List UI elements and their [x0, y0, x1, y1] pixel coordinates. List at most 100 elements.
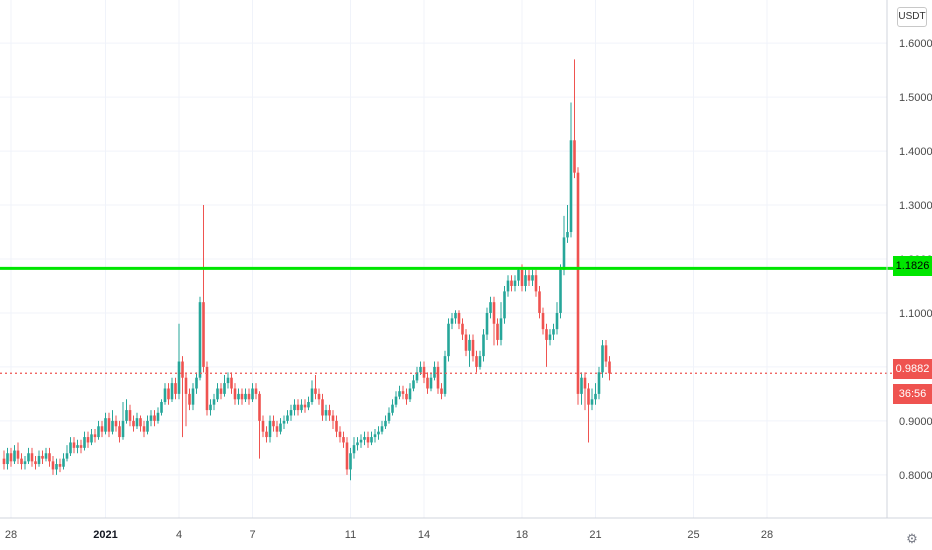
time-tick-label: 2021: [93, 529, 117, 541]
candle-body: [583, 377, 587, 389]
candle: [41, 450, 44, 465]
candle: [426, 372, 429, 394]
candle-body: [324, 410, 328, 416]
candle-body: [2, 458, 6, 465]
candle-body: [30, 453, 34, 462]
candle: [153, 410, 156, 427]
candle: [534, 269, 538, 297]
candle: [9, 447, 13, 467]
candle: [55, 458, 58, 475]
candle: [303, 399, 307, 413]
candle: [240, 388, 244, 405]
candle: [510, 275, 513, 292]
candle-body: [457, 312, 461, 324]
gear-icon[interactable]: ⚙: [906, 531, 918, 546]
candle-body: [286, 415, 289, 421]
candle: [562, 215, 566, 276]
candle: [349, 447, 352, 481]
candle-body: [576, 172, 580, 394]
candle-body: [97, 426, 100, 438]
candle-body: [503, 291, 506, 319]
grid: [0, 0, 887, 518]
candle-body: [464, 334, 468, 351]
candle: [2, 450, 6, 470]
candle: [580, 372, 583, 405]
candle: [163, 383, 167, 405]
candle: [328, 404, 331, 421]
candle-body: [265, 431, 268, 438]
candle: [573, 59, 576, 179]
candle: [72, 437, 76, 454]
candle: [237, 388, 240, 405]
candle-body: [594, 393, 597, 400]
candle-body: [461, 323, 464, 335]
candle-body: [107, 418, 111, 432]
candle-body: [454, 312, 457, 319]
candle-body: [608, 361, 611, 374]
candle-body: [226, 377, 230, 384]
candle: [156, 407, 160, 424]
candle-body: [426, 377, 429, 389]
candle: [569, 102, 573, 238]
candle: [135, 412, 139, 429]
candle-body: [471, 339, 475, 357]
candle: [97, 420, 100, 440]
candle-body: [20, 458, 23, 465]
candle-body: [321, 399, 324, 416]
candle-body: [300, 404, 303, 411]
candle-body: [104, 418, 107, 432]
candle-body: [328, 410, 331, 416]
candle: [401, 385, 405, 400]
candle: [415, 366, 419, 384]
time-tick-label: 14: [418, 529, 430, 541]
candle: [212, 393, 216, 411]
candle-body: [597, 372, 601, 394]
candle-body: [398, 391, 401, 397]
candle: [608, 356, 611, 381]
candle: [125, 399, 128, 424]
candle: [461, 318, 464, 340]
candle-body: [443, 356, 447, 394]
candle-body: [541, 312, 545, 330]
candle: [254, 383, 258, 400]
candle-body: [517, 269, 520, 281]
candle: [223, 375, 226, 397]
candle: [128, 404, 132, 427]
candle: [181, 356, 184, 438]
candle: [345, 437, 349, 475]
candle: [335, 415, 338, 438]
candle-body: [331, 415, 335, 421]
candle: [90, 428, 93, 446]
time-axis[interactable]: 28 2021 4 7 11 14 18 21 25 28: [5, 529, 773, 541]
candle-body: [475, 356, 478, 367]
candle-body: [604, 345, 608, 362]
current-price-tag: 0.9882: [893, 359, 932, 379]
candle-body: [79, 445, 83, 448]
candle-body: [422, 366, 426, 378]
candle-body: [513, 280, 517, 286]
candle: [233, 383, 237, 405]
candle-body: [555, 312, 559, 330]
candle: [597, 366, 601, 400]
candle-body: [307, 401, 310, 408]
candle: [387, 407, 391, 424]
candle: [76, 439, 79, 454]
price-axis[interactable]: 0.80000.90001.00001.10001.20001.30001.40…: [899, 38, 932, 482]
currency-badge[interactable]: USDT: [897, 7, 927, 27]
candle-body: [184, 377, 188, 394]
price-tick-label: 1.5000: [899, 92, 932, 104]
candle-body: [293, 404, 296, 411]
candle: [83, 431, 86, 451]
candle: [503, 285, 506, 324]
candle-body: [111, 420, 114, 432]
candle-body: [34, 461, 37, 465]
candle-body: [27, 453, 30, 462]
candle: [352, 437, 356, 459]
candle: [478, 350, 482, 370]
candle-body: [485, 312, 489, 335]
candle-body: [149, 415, 153, 421]
candle: [363, 431, 366, 446]
candle: [457, 310, 461, 330]
candle-body: [317, 393, 321, 400]
